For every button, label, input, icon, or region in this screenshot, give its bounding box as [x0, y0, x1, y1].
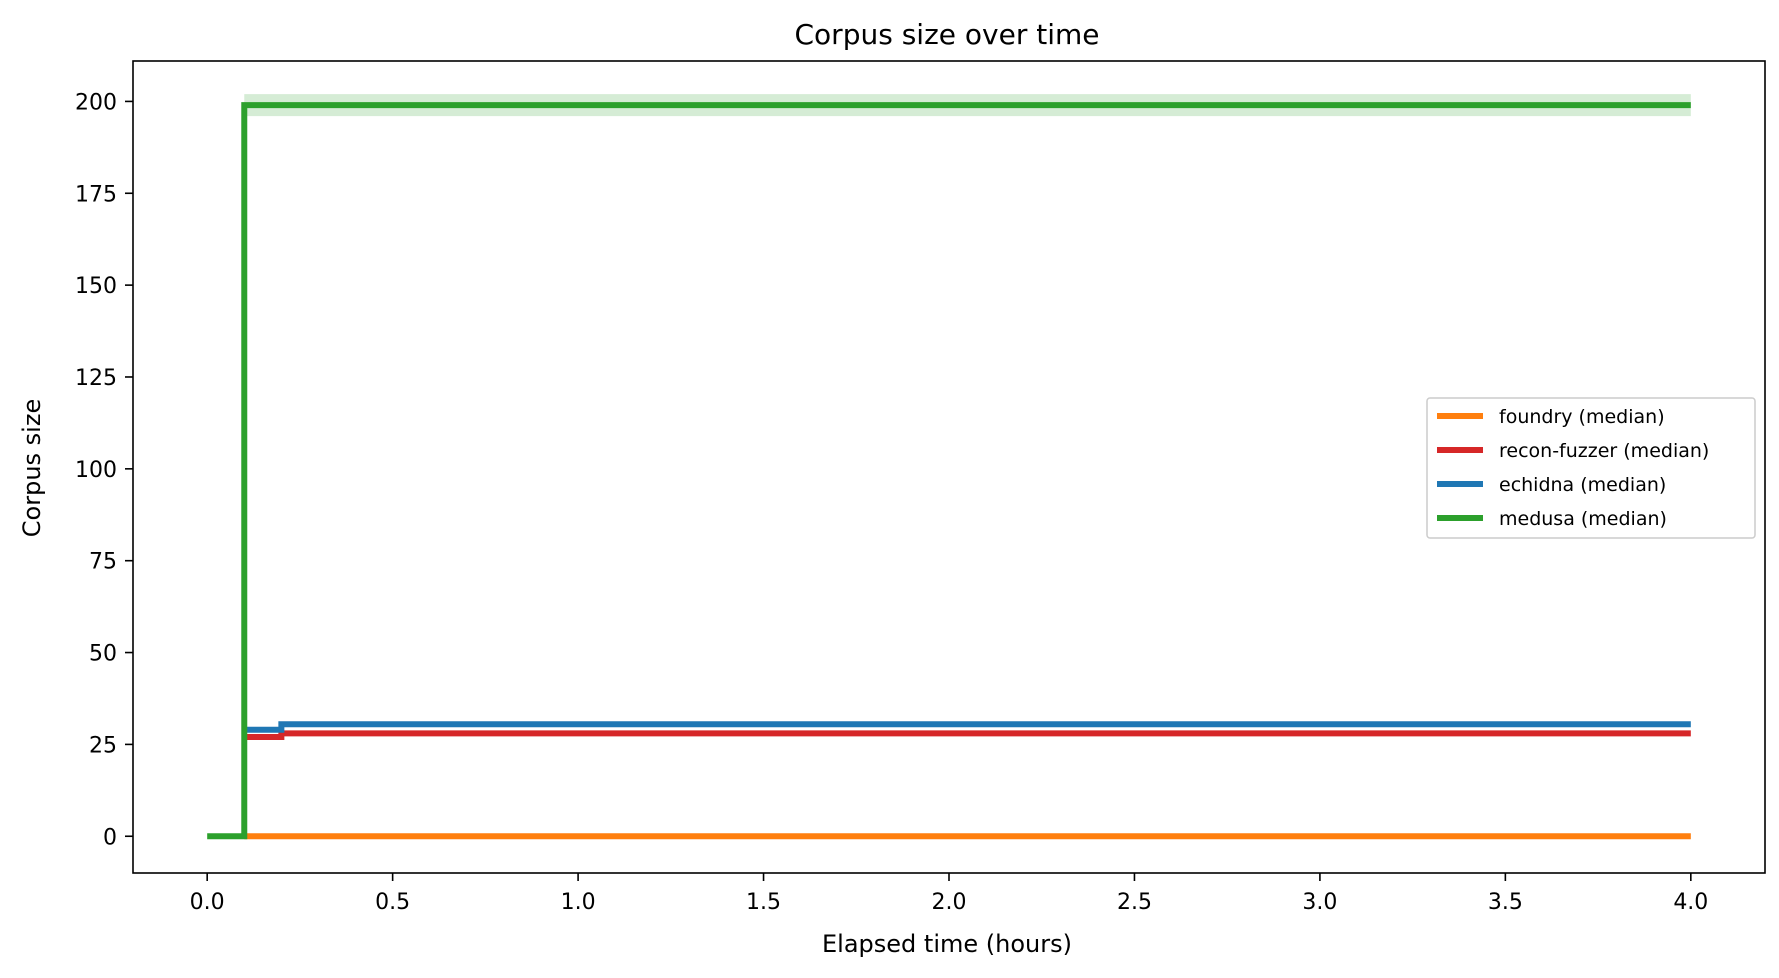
- y-tick-label: 150: [75, 274, 117, 299]
- y-tick-label: 175: [75, 182, 117, 207]
- legend-label: foundry (median): [1499, 406, 1665, 428]
- series-line-echidna: [244, 721, 1691, 733]
- y-tick-label: 125: [75, 366, 117, 391]
- y-tick-label: 100: [75, 458, 117, 483]
- legend-label: recon-fuzzer (median): [1499, 440, 1709, 462]
- chart-title: Corpus size over time: [795, 18, 1100, 51]
- x-tick-label: 0.0: [190, 890, 225, 915]
- y-tick-label: 75: [89, 550, 117, 575]
- y-tick-label: 200: [75, 90, 117, 115]
- x-tick-label: 1.0: [561, 890, 596, 915]
- x-tick-label: 1.5: [746, 890, 781, 915]
- x-tick-label: 0.5: [375, 890, 410, 915]
- legend: foundry (median) recon-fuzzer (median) ech…: [1426, 397, 1756, 539]
- x-axis-label: Elapsed time (hours): [822, 930, 1072, 958]
- x-tick-label: 2.5: [1117, 890, 1152, 915]
- y-tick-label: 25: [89, 733, 117, 758]
- legend-box: [1426, 397, 1756, 539]
- series-lines: [207, 102, 1691, 840]
- y-axis-label: Corpus size: [18, 399, 46, 537]
- y-axis: 0 25 50 75 100 125 150 175 200: [75, 90, 133, 850]
- y-tick-label: 50: [89, 642, 117, 667]
- x-tick-label: 2.0: [932, 890, 967, 915]
- x-tick-label: 3.0: [1302, 890, 1337, 915]
- series-line-recon-fuzzer: [244, 730, 1691, 741]
- legend-label: medusa (median): [1499, 508, 1667, 530]
- series-line-medusa: [207, 102, 1691, 840]
- y-tick-label: 0: [103, 825, 117, 850]
- x-tick-label: 4.0: [1673, 890, 1708, 915]
- x-axis: 0.0 0.5 1.0 1.5 2.0 2.5 3.0 3.5 4.0: [190, 873, 1708, 915]
- legend-label: echidna (median): [1499, 474, 1666, 496]
- x-tick-label: 3.5: [1488, 890, 1523, 915]
